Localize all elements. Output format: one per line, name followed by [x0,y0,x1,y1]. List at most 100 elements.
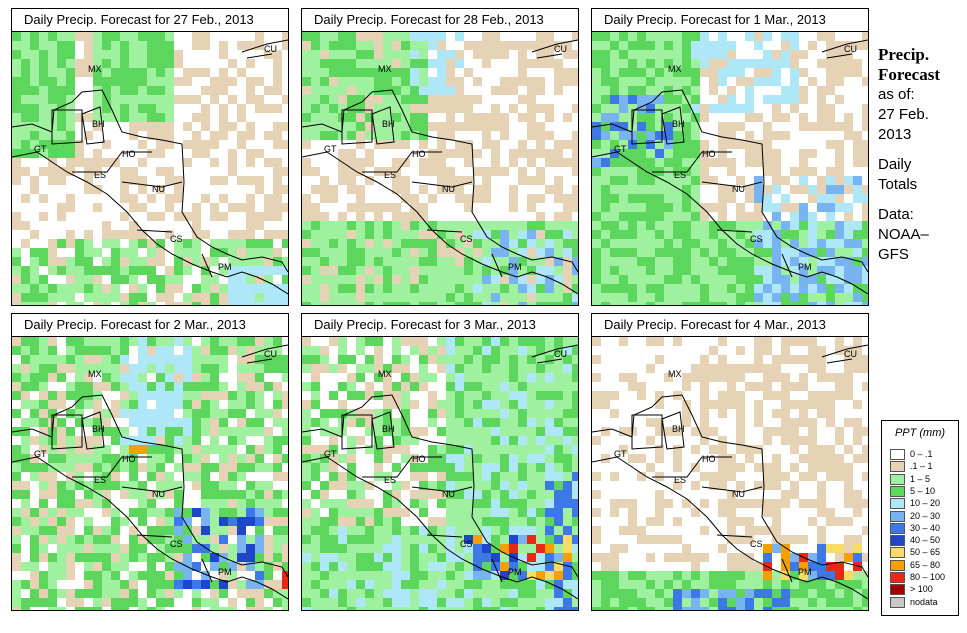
precip-cell [772,104,781,113]
precip-cell [138,77,147,86]
precip-cell [646,257,655,266]
precip-cell [338,167,347,176]
precip-cell [491,400,500,409]
country-label-cu: CU [264,44,277,54]
precip-cell [255,517,264,526]
precip-cell [817,239,826,248]
precip-cell [491,382,500,391]
precip-cell [75,266,84,275]
precip-cell [401,194,410,203]
precip-cell [691,194,700,203]
precip-cell [446,499,455,508]
precip-cell [509,472,518,481]
precip-cell [799,176,808,185]
precip-cell [491,41,500,50]
precip-cell [527,427,536,436]
precip-cell [12,364,21,373]
precip-cell [183,140,192,149]
precip-cell [410,373,419,382]
precip-cell [237,346,246,355]
precip-cell [718,131,727,140]
precip-cell [554,562,563,571]
precip-cell [700,230,709,239]
precip-cell [102,104,111,113]
precip-cell [527,266,536,275]
precip-cell [527,481,536,490]
precip-cell [419,257,428,266]
precip-cell [302,571,311,580]
precip-cell [718,95,727,104]
precip-cell [356,580,365,589]
precip-cell [473,553,482,562]
precip-cell [572,445,578,454]
precip-cell [754,176,763,185]
precip-cell [601,167,610,176]
precip-cell [48,571,57,580]
precip-cell [84,481,93,490]
precip-cell [365,59,374,68]
precip-cell [419,382,428,391]
precip-cell [39,355,48,364]
precip-cell [799,472,808,481]
precip-cell [120,77,129,86]
precip-cell [772,293,781,302]
precip-cell [835,346,844,355]
precip-cell [691,598,700,607]
precip-cell [156,257,165,266]
precip-cell [709,257,718,266]
precip-cell [93,598,102,607]
precip-cell [311,275,320,284]
precip-cell [428,535,437,544]
precip-cell [862,293,868,302]
precip-cell [808,293,817,302]
precip-cell [401,436,410,445]
precip-cell [709,41,718,50]
precip-cell [93,607,102,610]
precip-cell [30,32,39,41]
precip-cell [329,41,338,50]
precip-cell [563,50,572,59]
precip-cell [826,571,835,580]
precip-cell [455,122,464,131]
precip-cell [228,409,237,418]
precip-cell [437,122,446,131]
precip-cell [482,122,491,131]
precip-cell [536,257,545,266]
precip-cell [84,463,93,472]
precip-cell [545,257,554,266]
precip-cell [826,248,835,257]
precip-cell [691,50,700,59]
precip-cell [736,59,745,68]
precip-cell [365,553,374,562]
precip-cell [799,355,808,364]
precip-cell [347,266,356,275]
precip-cell [437,266,446,275]
precip-cell [93,436,102,445]
precip-cell [48,346,57,355]
precip-cell [572,454,578,463]
precip-cell [320,418,329,427]
precip-cell [30,571,39,580]
precip-cell [781,32,790,41]
precip-cell [311,445,320,454]
precip-cell [518,571,527,580]
precip-cell [320,517,329,526]
precip-cell [120,86,129,95]
precip-cell [419,535,428,544]
precip-cell [39,113,48,122]
precip-cell [273,598,282,607]
precip-cell [30,95,39,104]
precip-cell [763,391,772,400]
precip-cell [174,526,183,535]
precip-cell [347,275,356,284]
precip-cell [392,230,401,239]
precip-cell [30,293,39,302]
precip-cell [853,158,862,167]
precip-cell [682,553,691,562]
precip-cell [21,149,30,158]
precip-cell [754,275,763,284]
precip-cell [84,275,93,284]
precip-cell [365,284,374,293]
precip-cell [826,239,835,248]
precip-cell [138,230,147,239]
